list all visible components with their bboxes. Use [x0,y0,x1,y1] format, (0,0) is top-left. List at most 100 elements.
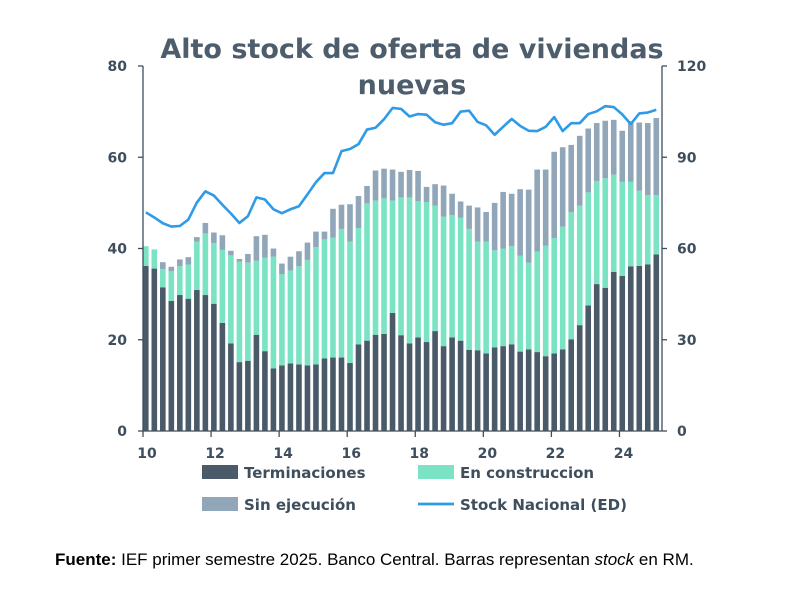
bar-terminaciones-51 [576,325,583,431]
bar-sin-ejecucion-27 [372,170,379,201]
bar-terminaciones-5 [185,298,192,431]
bar-terminaciones-9 [219,322,226,431]
bar-sin-ejecucion-16 [279,263,285,275]
bar-en-construccion-35 [440,216,447,347]
bar-sin-ejecucion-7 [202,222,209,234]
bar-en-construccion-52 [585,192,592,306]
bar-terminaciones-29 [389,312,396,431]
bar-terminaciones-41 [491,347,498,431]
bar-sin-ejecucion-45 [525,189,532,263]
bar-en-construccion-60 [653,195,660,255]
bar-en-construccion-48 [551,238,557,354]
bar-terminaciones-0 [143,265,149,431]
bar-en-construccion-23 [338,228,345,358]
bar-en-construccion-7 [202,233,209,296]
bar-terminaciones-44 [517,351,523,431]
bar-sin-ejecucion-13 [253,236,260,261]
bar-terminaciones-8 [211,303,217,431]
bar-terminaciones-30 [398,335,404,431]
bar-en-construccion-20 [313,247,319,365]
bar-sin-ejecucion-57 [627,121,634,182]
y-left-tick-label: 0 [117,424,127,440]
bar-terminaciones-52 [585,305,592,431]
source-label: Fuente: [55,550,117,569]
bar-terminaciones-37 [457,340,464,431]
legend-swatch-2 [202,497,238,511]
bar-en-construccion-32 [415,201,421,338]
bar-en-construccion-53 [593,180,600,285]
bar-sin-ejecucion-9 [219,235,226,250]
bar-en-construccion-30 [398,197,404,336]
bar-sin-ejecucion-42 [500,191,506,249]
y-right-tick-label: 30 [677,333,697,349]
bar-sin-ejecucion-37 [457,201,464,218]
x-tick-label: 16 [341,446,360,462]
bar-terminaciones-40 [483,353,489,431]
bar-en-construccion-50 [568,212,575,340]
x-tick-label: 12 [205,446,224,462]
bar-terminaciones-16 [279,365,285,431]
chart-title-line-2: nuevas [358,70,467,101]
bar-terminaciones-42 [500,346,506,431]
bar-en-construccion-21 [321,239,328,359]
legend-label-0: Terminaciones [244,464,366,482]
bar-en-construccion-5 [185,264,192,299]
bar-terminaciones-12 [245,360,251,431]
bar-terminaciones-24 [347,363,353,431]
bar-sin-ejecucion-5 [185,257,192,265]
bar-terminaciones-11 [236,362,243,431]
bar-sin-ejecucion-12 [245,253,251,263]
bar-en-construccion-55 [610,174,617,272]
axes-layer: 0 20 40 60 80 0 30 60 90 120 10 12 14 16 18 20 22 24 [108,59,707,462]
bar-en-construccion-58 [636,190,643,266]
x-tick-label: 24 [614,446,634,462]
bar-terminaciones-38 [466,349,472,431]
bar-en-construccion-9 [219,249,226,323]
bar-en-construccion-22 [330,237,336,358]
bars-layer [143,118,660,432]
bar-terminaciones-32 [415,337,421,431]
legend-swatch-0 [202,465,238,479]
bar-sin-ejecucion-33 [423,186,430,202]
bar-sin-ejecucion-50 [568,144,575,212]
bar-terminaciones-33 [423,342,430,431]
legend: Terminaciones En construccion Sin ejecució… [202,464,627,514]
y-left-tick-label: 20 [108,333,128,349]
bar-sin-ejecucion-60 [653,118,660,196]
y-left-tick-label: 40 [108,242,128,258]
bar-sin-ejecucion-39 [474,207,481,242]
bar-en-construccion-47 [542,245,549,357]
bar-sin-ejecucion-44 [517,189,523,256]
bar-terminaciones-34 [432,331,438,431]
bar-sin-ejecucion-2 [160,262,166,270]
y-right-tick-label: 120 [677,59,706,75]
bar-en-construccion-25 [355,227,362,345]
bar-terminaciones-50 [568,339,575,431]
bar-terminaciones-3 [168,300,175,431]
bar-sin-ejecucion-20 [313,231,319,248]
bar-sin-ejecucion-31 [406,170,413,198]
source-note: Fuente: IEF primer semestre 2025. Banco … [55,550,694,570]
bar-en-construccion-15 [270,256,277,369]
bar-sin-ejecucion-8 [211,232,217,244]
bar-en-construccion-38 [466,228,472,350]
bar-sin-ejecucion-3 [168,266,175,272]
bar-en-construccion-40 [483,241,489,354]
bar-terminaciones-45 [525,349,532,431]
bar-terminaciones-27 [372,334,379,431]
bar-en-construccion-24 [347,241,353,364]
bar-en-construccion-51 [576,205,583,326]
bar-en-construccion-37 [457,217,464,341]
bar-en-construccion-29 [389,200,396,313]
bar-sin-ejecucion-14 [262,234,268,258]
bar-terminaciones-19 [304,365,311,431]
bar-terminaciones-25 [355,344,362,431]
bar-en-construccion-31 [406,197,413,344]
bar-terminaciones-31 [406,343,413,431]
bar-en-construccion-43 [508,246,515,345]
bar-sin-ejecucion-49 [559,147,566,227]
line-layer [145,104,657,228]
bar-en-construccion-59 [644,195,651,265]
bar-en-construccion-34 [432,205,438,332]
